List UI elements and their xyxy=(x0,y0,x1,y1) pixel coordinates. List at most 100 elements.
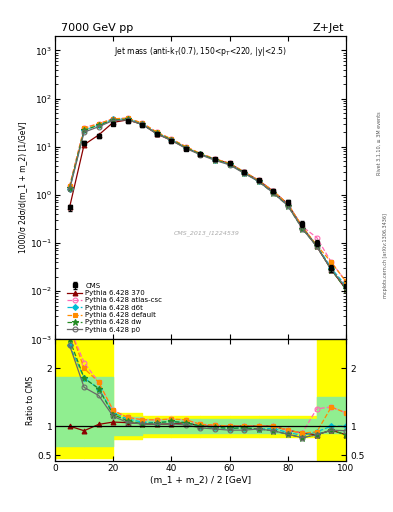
Pythia 6.428 default xyxy=(140,120,145,126)
Pythia 6.428 default xyxy=(343,279,348,285)
Pythia 6.428 atlas-csc xyxy=(198,151,203,157)
Pythia 6.428 d6t xyxy=(300,224,305,230)
Line: Pythia 6.428 dw: Pythia 6.428 dw xyxy=(66,116,349,292)
Pythia 6.428 atlas-csc xyxy=(82,124,86,131)
Pythia 6.428 dw xyxy=(184,145,188,151)
Pythia 6.428 p0 xyxy=(329,267,334,273)
Pythia 6.428 dw xyxy=(329,267,334,273)
Pythia 6.428 p0 xyxy=(125,117,130,123)
Pythia 6.428 p0 xyxy=(343,284,348,290)
Pythia 6.428 d6t xyxy=(111,116,116,122)
Text: Jet mass (anti-k$_T$(0.7), 150<p$_T$<220, |y|<2.5): Jet mass (anti-k$_T$(0.7), 150<p$_T$<220… xyxy=(114,45,287,58)
Pythia 6.428 dw xyxy=(82,127,86,133)
Pythia 6.428 default xyxy=(329,259,334,265)
Pythia 6.428 370 xyxy=(96,132,101,138)
Pythia 6.428 default xyxy=(285,201,290,207)
Y-axis label: 1000/σ 2dσ/d(m_1 + m_2) [1/GeV]: 1000/σ 2dσ/d(m_1 + m_2) [1/GeV] xyxy=(18,122,27,253)
Pythia 6.428 dw xyxy=(227,161,232,167)
Pythia 6.428 d6t xyxy=(227,161,232,167)
Pythia 6.428 dw xyxy=(111,117,116,123)
Pythia 6.428 p0 xyxy=(314,243,319,249)
Pythia 6.428 d6t xyxy=(96,122,101,128)
Pythia 6.428 d6t xyxy=(82,127,86,133)
Pythia 6.428 dw xyxy=(242,169,246,176)
Pythia 6.428 p0 xyxy=(140,121,145,127)
Pythia 6.428 d6t xyxy=(271,189,275,195)
Pythia 6.428 370 xyxy=(125,117,130,123)
Pythia 6.428 dw xyxy=(198,151,203,157)
Pythia 6.428 default xyxy=(271,188,275,194)
Pythia 6.428 p0 xyxy=(271,190,275,196)
Pythia 6.428 default xyxy=(256,177,261,183)
Pythia 6.428 dw xyxy=(285,202,290,208)
Pythia 6.428 370 xyxy=(256,177,261,183)
Pythia 6.428 atlas-csc xyxy=(184,144,188,150)
Pythia 6.428 default xyxy=(169,136,174,142)
Pythia 6.428 p0 xyxy=(300,225,305,231)
Pythia 6.428 p0 xyxy=(227,162,232,168)
Pythia 6.428 atlas-csc xyxy=(67,183,72,189)
Pythia 6.428 d6t xyxy=(329,265,334,271)
Pythia 6.428 d6t xyxy=(125,116,130,122)
Pythia 6.428 370 xyxy=(140,121,145,127)
Pythia 6.428 dw xyxy=(271,190,275,196)
Pythia 6.428 dw xyxy=(96,122,101,128)
Pythia 6.428 370 xyxy=(329,267,334,273)
Pythia 6.428 default xyxy=(198,151,203,157)
Pythia 6.428 d6t xyxy=(314,242,319,248)
Line: Pythia 6.428 370: Pythia 6.428 370 xyxy=(67,117,348,292)
Pythia 6.428 370 xyxy=(227,160,232,166)
Pythia 6.428 dw xyxy=(154,130,159,136)
Pythia 6.428 370 xyxy=(314,243,319,249)
Pythia 6.428 default xyxy=(154,129,159,135)
Line: Pythia 6.428 atlas-csc: Pythia 6.428 atlas-csc xyxy=(67,116,348,284)
Text: Z+Jet: Z+Jet xyxy=(312,23,344,33)
Text: CMS_2013_I1224539: CMS_2013_I1224539 xyxy=(173,230,239,236)
Pythia 6.428 370 xyxy=(169,137,174,143)
Pythia 6.428 370 xyxy=(184,145,188,151)
Pythia 6.428 370 xyxy=(154,131,159,137)
Pythia 6.428 p0 xyxy=(96,123,101,130)
Pythia 6.428 atlas-csc xyxy=(213,156,217,162)
Pythia 6.428 atlas-csc xyxy=(271,188,275,194)
Pythia 6.428 dw xyxy=(213,157,217,163)
Pythia 6.428 p0 xyxy=(82,129,86,135)
Pythia 6.428 default xyxy=(67,183,72,189)
Pythia 6.428 dw xyxy=(343,286,348,292)
Pythia 6.428 d6t xyxy=(242,169,246,176)
Pythia 6.428 default xyxy=(82,125,86,132)
Pythia 6.428 370 xyxy=(343,286,348,292)
Legend: CMS, Pythia 6.428 370, Pythia 6.428 atlas-csc, Pythia 6.428 d6t, Pythia 6.428 de: CMS, Pythia 6.428 370, Pythia 6.428 atla… xyxy=(67,283,162,333)
Pythia 6.428 atlas-csc xyxy=(314,234,319,241)
Pythia 6.428 default xyxy=(242,169,246,175)
Pythia 6.428 d6t xyxy=(256,178,261,184)
Pythia 6.428 atlas-csc xyxy=(285,201,290,207)
Pythia 6.428 default xyxy=(300,223,305,229)
Pythia 6.428 default xyxy=(125,115,130,121)
Pythia 6.428 dw xyxy=(256,178,261,184)
Pythia 6.428 p0 xyxy=(184,145,188,152)
Pythia 6.428 370 xyxy=(300,223,305,229)
Pythia 6.428 370 xyxy=(198,151,203,157)
Pythia 6.428 p0 xyxy=(67,186,72,193)
Pythia 6.428 370 xyxy=(213,156,217,162)
Pythia 6.428 p0 xyxy=(242,170,246,177)
Pythia 6.428 370 xyxy=(242,169,246,175)
Pythia 6.428 dw xyxy=(125,116,130,122)
Pythia 6.428 p0 xyxy=(198,152,203,158)
Pythia 6.428 d6t xyxy=(154,130,159,136)
Pythia 6.428 dw xyxy=(314,243,319,249)
Pythia 6.428 370 xyxy=(271,188,275,194)
Pythia 6.428 default xyxy=(213,156,217,162)
Pythia 6.428 atlas-csc xyxy=(111,116,116,122)
Line: Pythia 6.428 default: Pythia 6.428 default xyxy=(68,116,348,284)
Pythia 6.428 d6t xyxy=(140,121,145,127)
Pythia 6.428 default xyxy=(184,144,188,150)
Pythia 6.428 dw xyxy=(67,185,72,191)
Pythia 6.428 d6t xyxy=(184,145,188,151)
X-axis label: (m_1 + m_2) / 2 [GeV]: (m_1 + m_2) / 2 [GeV] xyxy=(150,475,251,484)
Pythia 6.428 atlas-csc xyxy=(242,169,246,175)
Pythia 6.428 atlas-csc xyxy=(169,136,174,142)
Pythia 6.428 default xyxy=(96,121,101,127)
Pythia 6.428 atlas-csc xyxy=(96,121,101,127)
